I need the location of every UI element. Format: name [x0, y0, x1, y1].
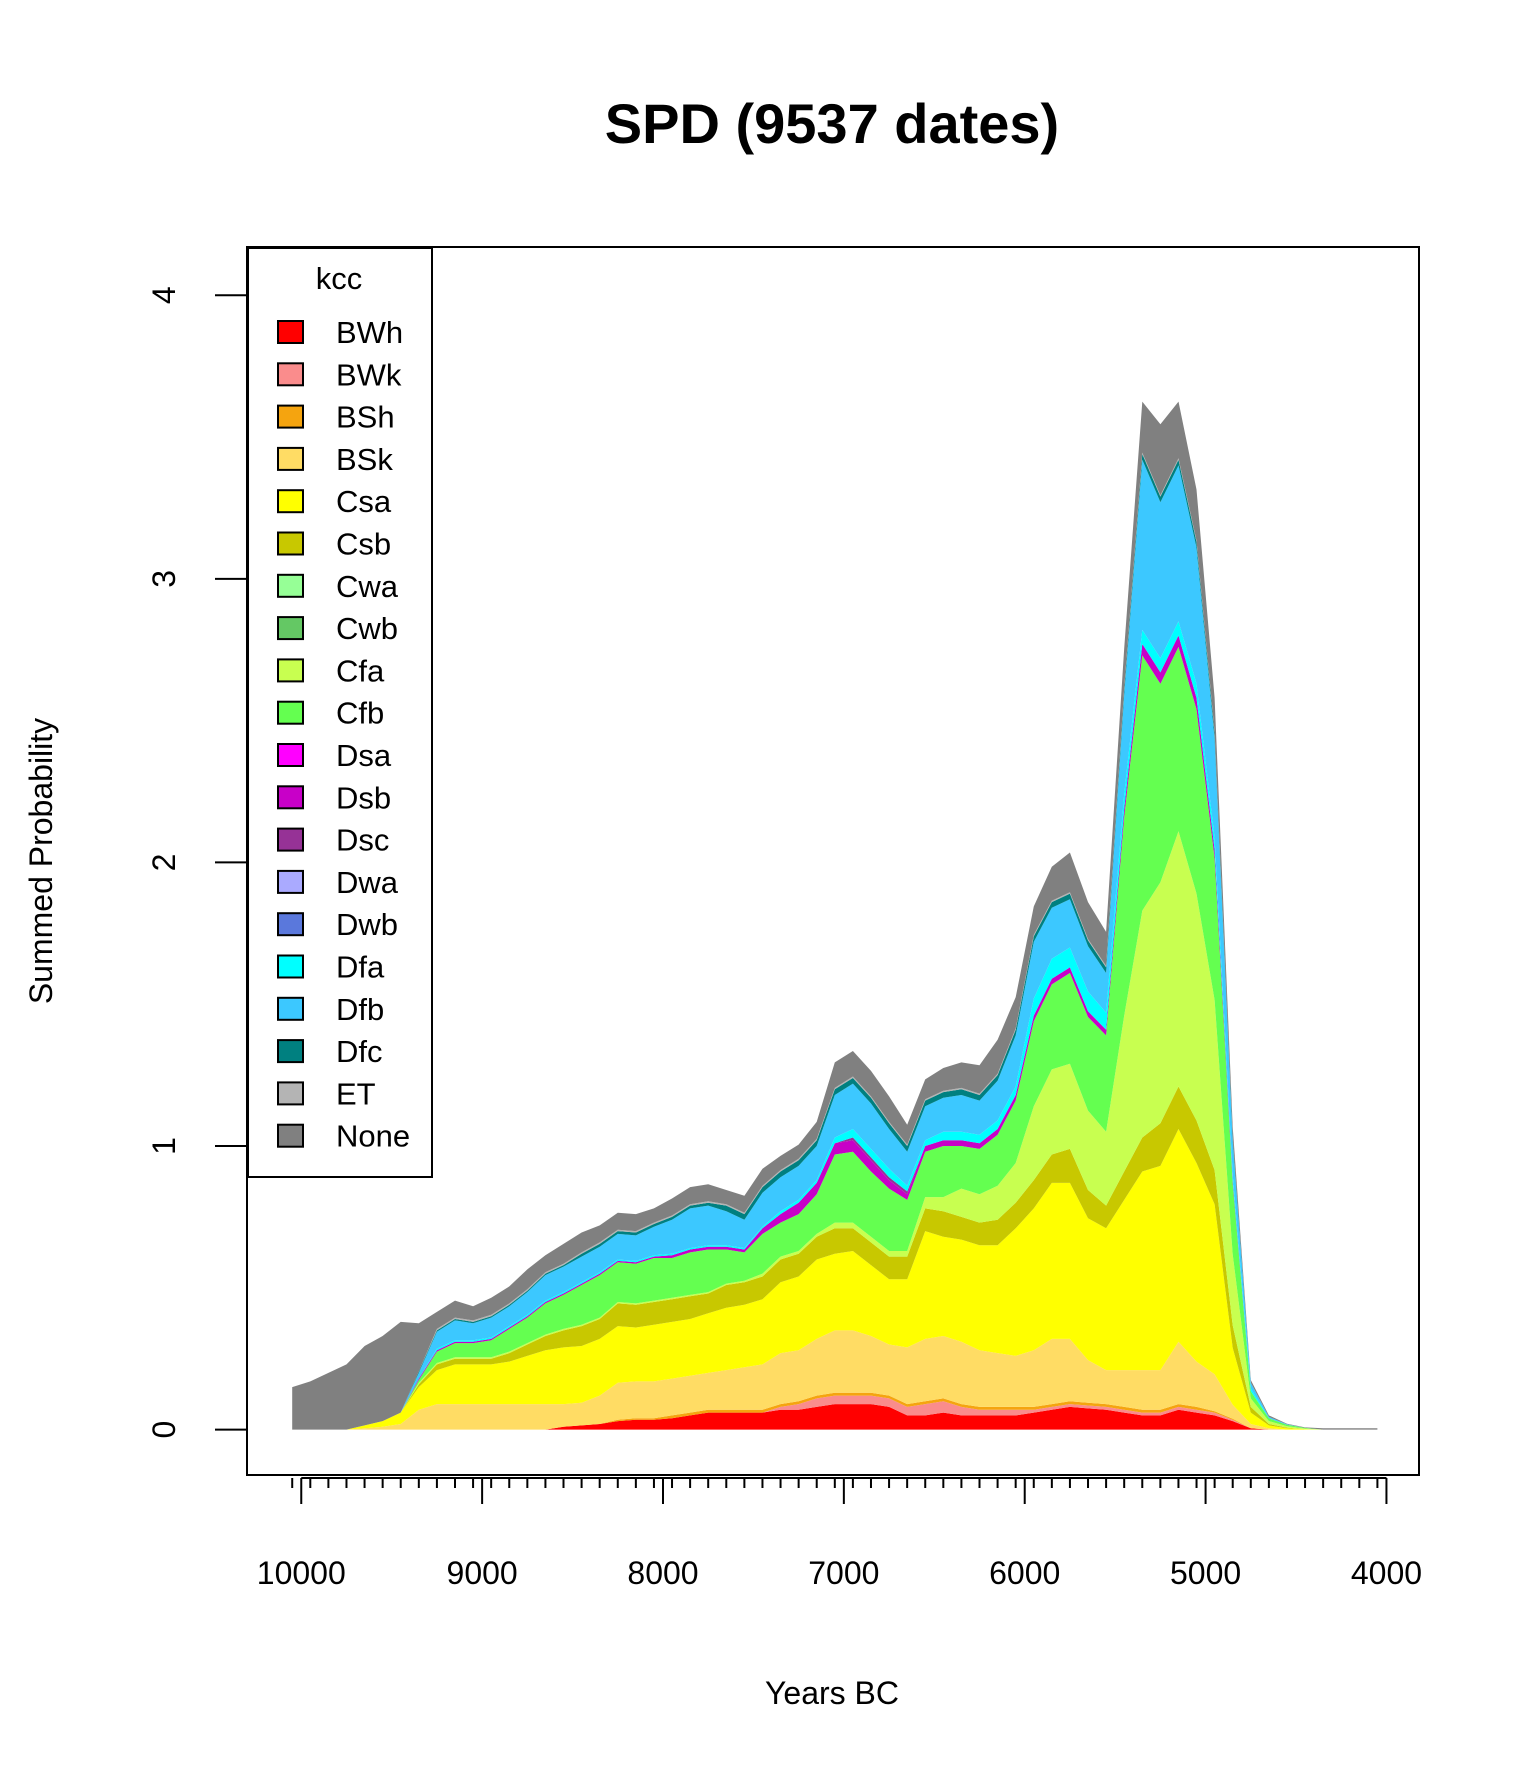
x-tick-label: 8000	[627, 1555, 698, 1591]
legend-swatch-Cfa	[277, 658, 304, 683]
chart-title: SPD (9537 dates)	[605, 92, 1059, 155]
legend-swatch-Dwb	[277, 912, 304, 937]
legend-label-BWk: BWk	[336, 357, 402, 392]
legend-label-Dsa: Dsa	[336, 738, 392, 773]
legend-swatch-Dsa	[277, 743, 304, 767]
legend-label-BWh: BWh	[336, 315, 403, 350]
x-tick-label: 5000	[1170, 1555, 1241, 1591]
y-tick-label: 4	[146, 286, 182, 304]
legend-label-BSh: BSh	[336, 400, 395, 435]
area-BSh	[292, 1392, 1378, 1430]
x-tick-label: 4000	[1351, 1555, 1422, 1591]
legend-swatch-BWh	[277, 320, 304, 344]
legend-swatch-Cwa	[277, 573, 304, 598]
x-axis: 10000 9000 8000 7000 6000 5000 4000	[257, 1477, 1422, 1591]
y-tick-label: 3	[146, 570, 182, 588]
area-BWh	[292, 1404, 1378, 1430]
legend-swatch-BSk	[277, 446, 304, 471]
legend-label-Csa: Csa	[336, 484, 392, 519]
legend-label-Dwa: Dwa	[336, 865, 399, 900]
x-tick-label: 10000	[257, 1555, 346, 1591]
x-tick-label: 7000	[808, 1555, 879, 1591]
legend-swatch-Dfb	[277, 996, 304, 1021]
stacked-areas	[292, 401, 1378, 1430]
x-tick-label: 9000	[447, 1555, 518, 1591]
legend-label-Cfa: Cfa	[336, 653, 385, 688]
x-axis-label: Years BC	[765, 1675, 899, 1711]
legend-swatch-Cfb	[277, 700, 304, 725]
y-axis: 0 1 2 3 4	[146, 286, 248, 1439]
legend-label-BSk: BSk	[336, 442, 393, 477]
y-tick-label: 2	[146, 854, 182, 872]
legend-label-Cwb: Cwb	[336, 611, 398, 646]
y-tick-label: 1	[146, 1137, 182, 1155]
legend-title: kcc	[316, 261, 363, 296]
legend-label-Cwa: Cwa	[336, 569, 399, 604]
area-Csb	[292, 1086, 1378, 1430]
legend-label-None: None	[336, 1119, 410, 1154]
area-Csa	[292, 1129, 1378, 1430]
legend-label-Dwb: Dwb	[336, 907, 398, 942]
area-BSk	[292, 1330, 1378, 1430]
legend-swatch-Dfc	[277, 1039, 304, 1064]
legend: kcc BWh BWk BSh BSk Csa Csb Cwa Cwb Cfa Cfb Dsa Dsb…	[247, 247, 433, 1178]
legend-label-Dfc: Dfc	[336, 1034, 383, 1069]
legend-swatch-Dsc	[277, 827, 304, 852]
legend-swatch-Dwa	[277, 869, 304, 894]
legend-swatch-Dfa	[277, 954, 304, 979]
legend-swatch-BSh	[277, 404, 304, 429]
legend-label-Csb: Csb	[336, 527, 391, 562]
legend-swatch-Cwb	[277, 616, 304, 641]
y-axis-label: Summed Probability	[23, 718, 59, 1004]
y-tick-label: 0	[146, 1421, 182, 1439]
legend-label-Dfa: Dfa	[336, 950, 385, 985]
legend-label-Dfb: Dfb	[336, 992, 384, 1027]
legend-items: BWh BWk BSh BSk Csa Csb Cwa Cwb Cfa Cfb Dsa Dsb Dsc D…	[277, 315, 410, 1154]
legend-swatch-Dsb	[277, 785, 304, 810]
legend-swatch-BWk	[277, 362, 304, 387]
legend-label-Dsb: Dsb	[336, 780, 391, 815]
x-tick-label: 6000	[989, 1555, 1060, 1591]
legend-label-Cfb: Cfb	[336, 696, 384, 731]
area-None	[292, 401, 1378, 1430]
legend-swatch-Csa	[277, 489, 304, 514]
legend-swatch-Csb	[277, 531, 304, 556]
legend-label-ET: ET	[336, 1076, 376, 1111]
legend-label-Dsc: Dsc	[336, 823, 389, 858]
legend-swatch-None	[277, 1123, 304, 1148]
legend-swatch-ET	[277, 1081, 304, 1106]
